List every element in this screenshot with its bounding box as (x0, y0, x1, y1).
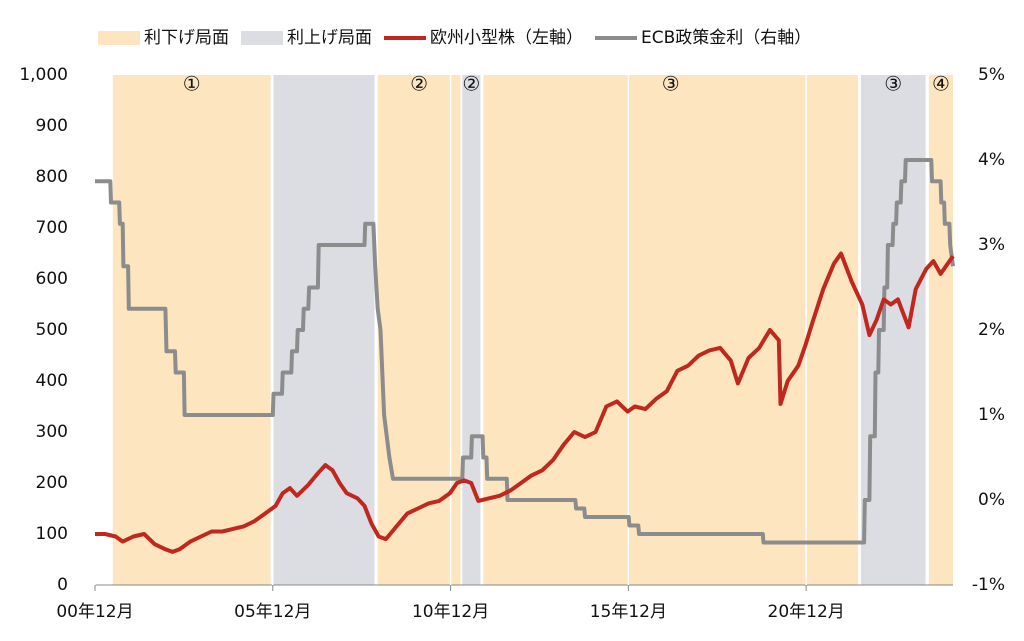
legend-swatch (98, 31, 140, 45)
y2-tick-label: 3% (978, 235, 1005, 255)
band-label: ② (410, 72, 428, 96)
band-label: ③ (662, 72, 680, 96)
y-tick-label: 0 (57, 575, 68, 595)
phase-band (483, 75, 859, 585)
band-label: ② (462, 72, 480, 96)
y2-tick-label: 1% (978, 405, 1005, 425)
phase-band (377, 75, 461, 585)
y-tick-label: 700 (36, 218, 68, 238)
y-tick-label: 300 (36, 422, 68, 442)
y-tick-label: 900 (36, 116, 68, 136)
y-tick-label: 500 (36, 320, 68, 340)
band-label: ③ (884, 72, 902, 96)
phase-band (462, 75, 481, 585)
phase-band (273, 75, 375, 585)
y-tick-label: 800 (36, 167, 68, 187)
phase-band (928, 75, 953, 585)
band-label: ④ (932, 72, 950, 96)
y-tick-label: 200 (36, 473, 68, 493)
x-tick-label: 00年12月 (56, 602, 133, 622)
legend-label: 利上げ局面 (287, 28, 372, 48)
y-tick-label: 1,000 (19, 65, 68, 85)
y-tick-label: 400 (36, 371, 68, 391)
legend-label: 利下げ局面 (144, 28, 229, 48)
y2-tick-label: -1% (972, 575, 1005, 595)
y2-tick-label: 5% (978, 65, 1005, 85)
legend-label: ECB政策金利（右軸） (641, 28, 811, 48)
y2-tick-label: 4% (978, 150, 1005, 170)
y2-tick-label: 0% (978, 490, 1005, 510)
legend-swatch (241, 31, 283, 45)
series-line (95, 251, 955, 554)
y-tick-label: 100 (36, 524, 68, 544)
x-tick-label: 20年12月 (768, 602, 845, 622)
legend-label: 欧州小型株（左軸） (430, 28, 583, 48)
series-line (95, 158, 955, 545)
phase-band (112, 75, 271, 585)
x-tick-label: 10年12月 (412, 602, 489, 622)
x-tick-label: 05年12月 (234, 602, 311, 622)
band-label: ① (183, 72, 201, 96)
y-tick-label: 600 (36, 269, 68, 289)
x-tick-label: 15年12月 (590, 602, 667, 622)
y2-tick-label: 2% (978, 320, 1005, 340)
